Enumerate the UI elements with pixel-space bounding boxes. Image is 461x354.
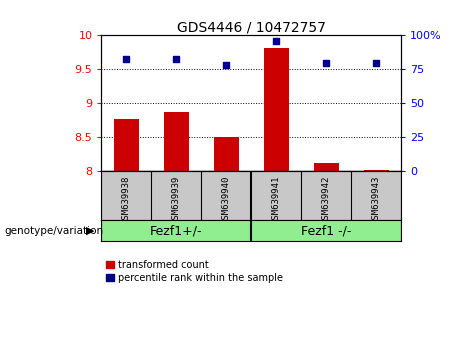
Text: GSM639941: GSM639941	[272, 175, 281, 224]
Text: GSM639938: GSM639938	[122, 175, 131, 224]
Bar	[164, 112, 189, 171]
Point	[123, 56, 130, 61]
Point	[223, 63, 230, 68]
Text: genotype/variation: genotype/variation	[5, 225, 104, 235]
Legend: transformed count, percentile rank within the sample: transformed count, percentile rank withi…	[106, 260, 283, 282]
Text: GSM639939: GSM639939	[172, 175, 181, 224]
Bar	[214, 137, 239, 171]
Text: Fezf1+/-: Fezf1+/-	[150, 224, 202, 237]
Text: ▶: ▶	[86, 225, 95, 235]
Text: GSM639942: GSM639942	[322, 175, 331, 224]
Point	[272, 38, 280, 44]
Bar	[264, 48, 289, 171]
Point	[172, 56, 180, 61]
Point	[372, 60, 380, 65]
Title: GDS4446 / 10472757: GDS4446 / 10472757	[177, 20, 325, 34]
Text: GSM639940: GSM639940	[222, 175, 231, 224]
Bar	[114, 119, 139, 171]
Bar	[313, 163, 339, 171]
Bar	[364, 170, 389, 171]
Text: Fezf1 -/-: Fezf1 -/-	[301, 224, 351, 237]
Text: GSM639943: GSM639943	[372, 175, 381, 224]
Point	[322, 60, 330, 65]
